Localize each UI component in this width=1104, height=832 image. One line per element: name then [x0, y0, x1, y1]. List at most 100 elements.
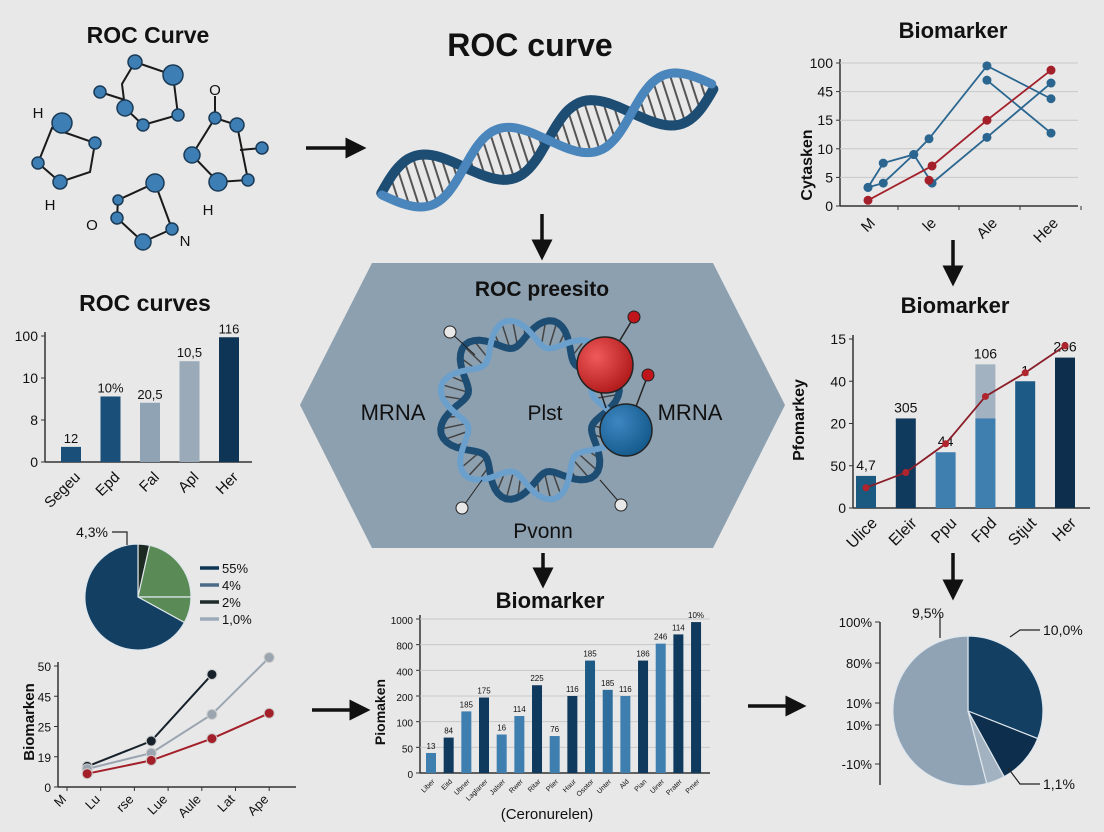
- bar: [100, 396, 121, 462]
- atom-icon: [136, 118, 150, 132]
- data-point: [263, 652, 275, 664]
- data-point: [909, 150, 919, 160]
- center-panel-title: ROC preesito: [475, 278, 609, 301]
- y-tick-label: 0: [825, 198, 833, 214]
- chart-title: Biomarker: [496, 588, 605, 613]
- bar-data-label: 114: [672, 623, 685, 632]
- legend-label: 55%: [222, 561, 248, 576]
- bar: [975, 418, 996, 508]
- molecules-title: ROC Curve: [87, 22, 210, 48]
- atom-icon: [241, 173, 255, 187]
- bar: [140, 402, 160, 462]
- y-tick-label: 0: [407, 770, 413, 781]
- y-tick-label: 10: [22, 370, 38, 386]
- x-tick-label: Ulice: [844, 515, 881, 552]
- data-point: [145, 754, 157, 766]
- data-point: [982, 132, 992, 142]
- bar: [567, 696, 578, 773]
- bar: [602, 689, 613, 773]
- chart-title: Biomarker: [899, 18, 1008, 43]
- bar: [585, 660, 596, 773]
- bar: [1055, 357, 1075, 508]
- x-tick-label: M: [858, 215, 879, 236]
- x-axis-label: (Ceronurelen): [501, 806, 594, 823]
- y-tick-label: 0: [838, 500, 846, 516]
- x-tick-label: Her: [213, 469, 242, 498]
- pie-callout-label: 4,3%: [76, 524, 108, 540]
- data-point: [878, 178, 888, 188]
- bar-data-label: 305: [894, 399, 918, 415]
- atom-icon: [52, 174, 68, 190]
- center-panel: ROC preesito MRNA Plst MRNA Pvonn: [300, 263, 785, 548]
- x-tick-label: Lue: [144, 792, 170, 818]
- x-tick-label: rse: [113, 792, 136, 815]
- x-tick-label: Her: [1050, 514, 1081, 545]
- chart-title: ROC curves: [79, 290, 211, 316]
- x-tick-label: le: [920, 215, 940, 235]
- x-tick-label: Pmer: [685, 778, 702, 795]
- hexagon-panel: [300, 263, 785, 548]
- atom-label: H: [203, 202, 214, 219]
- data-point: [263, 707, 275, 719]
- atom-label: N: [180, 233, 191, 250]
- center-middle-label: Plst: [527, 402, 562, 425]
- data-point: [863, 182, 873, 192]
- x-tick-label: Epd: [92, 469, 123, 500]
- y-tick-label: 80%: [846, 656, 872, 671]
- x-tick-label: Rwer: [508, 778, 525, 795]
- bar-data-label: 10%: [688, 611, 704, 620]
- series-line: [87, 712, 270, 775]
- data-point: [1046, 94, 1056, 104]
- bar: [935, 452, 956, 508]
- atom-label: O: [209, 82, 221, 99]
- bar-data-label: 20,5: [137, 387, 162, 402]
- bar: [179, 361, 200, 462]
- x-tick-label: Fal: [136, 469, 163, 496]
- red-atom-icon: [627, 310, 641, 324]
- x-tick-label: Hee: [1030, 215, 1061, 246]
- y-tick-label: 20: [830, 416, 846, 432]
- y-tick-label: 5: [825, 169, 833, 185]
- atom-icon: [145, 173, 165, 193]
- bar: [514, 716, 525, 773]
- data-point: [878, 158, 888, 168]
- x-tick-label: M: [51, 792, 69, 810]
- center-left-label: MRNA: [361, 400, 426, 425]
- y-tick-label: 10%: [846, 696, 872, 711]
- x-tick-label: Ppu: [928, 515, 960, 547]
- white-atom-icon: [455, 501, 469, 515]
- x-tick-label: Pian: [634, 778, 649, 793]
- y-axis-label: Biomarken: [21, 683, 38, 761]
- data-point: [902, 469, 910, 477]
- bar-data-label: 116: [566, 685, 579, 694]
- helix-title: ROC curve: [447, 27, 612, 63]
- atom-label: H: [45, 197, 56, 214]
- atom-icon: [51, 112, 73, 134]
- red-molecule-icon: [576, 336, 634, 394]
- x-tick-label: Stjut: [1005, 514, 1040, 549]
- y-axis-label: Piomaken: [372, 679, 388, 745]
- bar: [219, 337, 239, 462]
- x-tick-label: Liber: [420, 778, 436, 794]
- y-axis-label: Pfomarkey: [791, 379, 808, 461]
- pie-label: 9,5%: [912, 605, 944, 621]
- y-tick-label: 100: [810, 55, 834, 71]
- atom-icon: [112, 194, 124, 206]
- legend-label: 1,0%: [222, 612, 252, 627]
- atom-icon: [165, 222, 179, 236]
- data-point: [863, 195, 873, 205]
- molecule-bond: [115, 181, 174, 244]
- bar: [496, 734, 507, 773]
- y-tick-label: 800: [396, 642, 413, 653]
- bar: [1015, 381, 1036, 508]
- pie-slice: [137, 544, 192, 598]
- x-tick-label: Ald: [619, 778, 631, 790]
- data-point: [982, 75, 992, 85]
- bar: [620, 696, 631, 773]
- data-point: [145, 735, 157, 747]
- bar: [461, 711, 472, 773]
- bar: [479, 697, 490, 773]
- data-point: [942, 440, 950, 448]
- y-tick-label: 100: [396, 719, 413, 730]
